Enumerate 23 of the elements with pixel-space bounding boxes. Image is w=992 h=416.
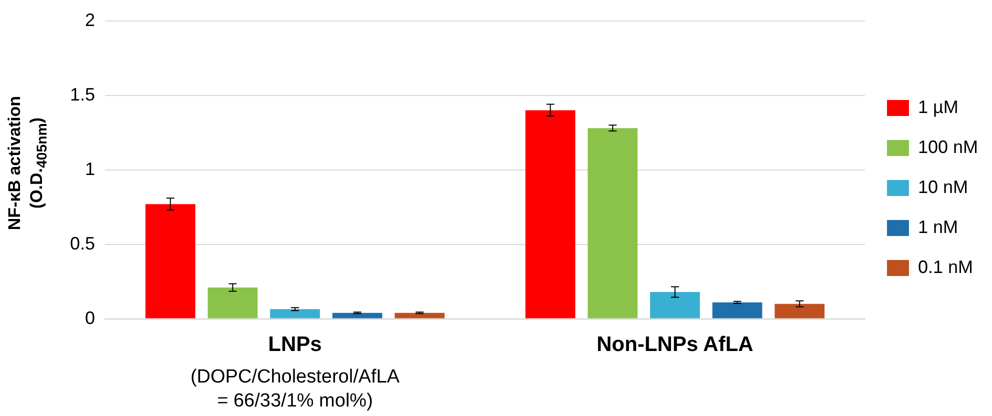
y-tick-label: 1 (85, 158, 96, 179)
legend-label: 10 nM (918, 176, 968, 197)
bar (145, 204, 196, 318)
y-tick-label: 2 (85, 10, 96, 30)
bar (332, 312, 382, 318)
x-tick-label: LNPs (268, 333, 322, 356)
bar (712, 302, 762, 318)
bar (525, 110, 576, 318)
legend-label: 1 µM (918, 96, 958, 117)
legend-label: 1 nM (918, 216, 958, 237)
legend-label: 0.1 nM (918, 256, 973, 277)
bar (774, 304, 825, 318)
y-tick-label: 0.5 (70, 233, 96, 254)
y-tick-label: 1.5 (70, 84, 96, 104)
bar (208, 288, 258, 318)
text: (DOPC/Cholesterol/AfLA = 66/33/1% mol%) (190, 366, 400, 412)
bar (588, 128, 638, 318)
x-tick-label: Non-LNPs AfLA (596, 333, 754, 356)
bar (270, 309, 320, 318)
y-tick-label: 0 (85, 308, 96, 328)
legend-label: 100 nM (918, 136, 978, 157)
bar (394, 312, 445, 318)
bar (650, 292, 700, 318)
